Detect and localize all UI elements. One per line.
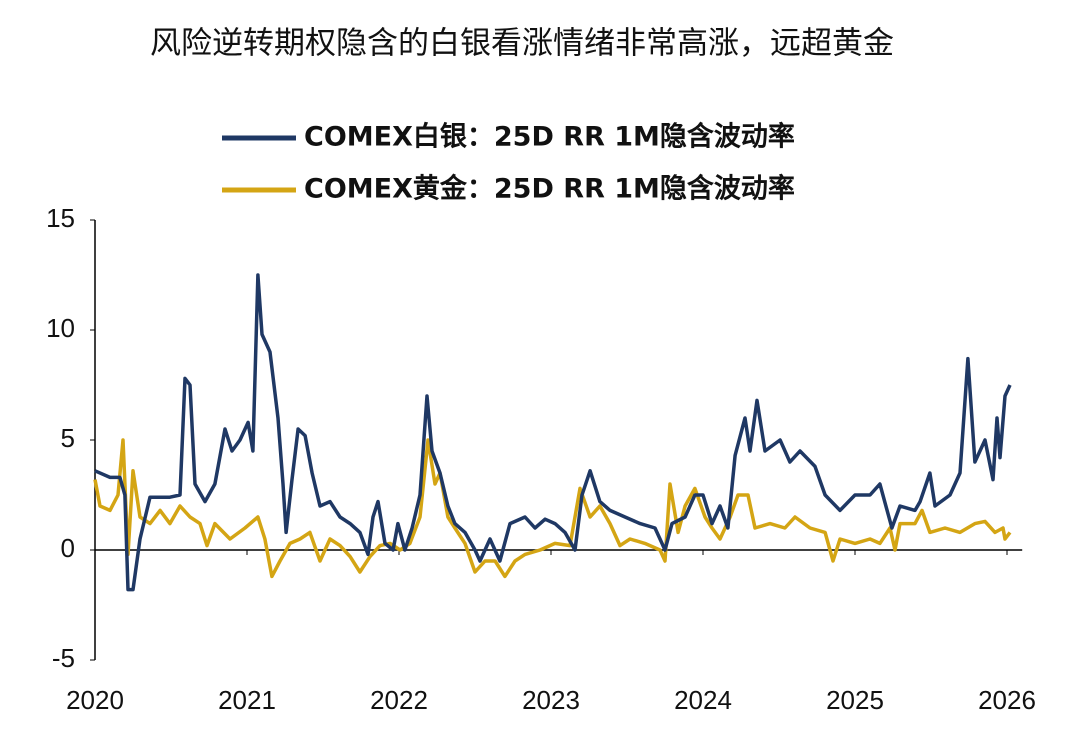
legend-label: COMEX黄金：25D RR 1M隐含波动率: [304, 173, 795, 205]
x-tick-label: 2020: [66, 685, 124, 715]
x-tick-label: 2025: [826, 685, 884, 715]
y-tick-label: 5: [61, 423, 75, 453]
x-tick-label: 2021: [218, 685, 276, 715]
y-tick-label: 10: [46, 313, 75, 343]
y-tick-label: -5: [52, 643, 75, 673]
legend-label: COMEX白银：25D RR 1M隐含波动率: [304, 121, 795, 153]
x-tick-label: 2022: [370, 685, 428, 715]
x-tick-label: 2024: [674, 685, 732, 715]
series-line: [94, 273, 1012, 592]
chart-title: 风险逆转期权隐含的白银看涨情绪非常高涨，远超黄金: [150, 26, 894, 62]
series-line: [93, 438, 1012, 579]
y-tick-label: 0: [61, 533, 75, 563]
y-tick-label: 15: [46, 203, 75, 233]
x-tick-label: 2023: [522, 685, 580, 715]
x-tick-label: 2026: [978, 685, 1036, 715]
